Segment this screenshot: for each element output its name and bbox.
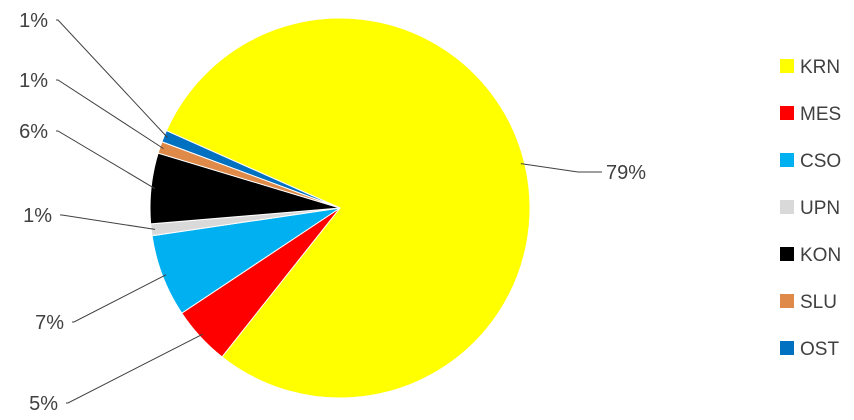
leader-line-ost bbox=[56, 19, 168, 138]
legend-label-mes: MES bbox=[800, 104, 841, 125]
leader-line-cso bbox=[72, 274, 167, 323]
legend-swatch-kon bbox=[780, 247, 794, 261]
leader-line-mes bbox=[66, 333, 204, 404]
leader-line-upn bbox=[60, 214, 156, 230]
legend-label-slu: SLU bbox=[800, 292, 837, 313]
leader-line-kon bbox=[56, 130, 156, 189]
data-label-ost: 1% bbox=[19, 10, 48, 32]
legend-label-kon: KON bbox=[800, 245, 841, 266]
legend-label-krn: KRN bbox=[800, 57, 840, 78]
legend-label-upn: UPN bbox=[800, 198, 840, 219]
legend-swatch-krn bbox=[780, 59, 794, 73]
data-labels: 79% 5% 7% 1% 6% 1% 1% bbox=[19, 10, 646, 415]
data-label-slu: 1% bbox=[19, 70, 48, 92]
pie-slice-krn bbox=[165, 17, 531, 399]
legend-swatch-slu bbox=[780, 294, 794, 308]
leader-line-krn bbox=[520, 163, 602, 173]
leader-line-slu bbox=[56, 79, 164, 150]
data-label-mes: 5% bbox=[29, 393, 58, 415]
leader-lines bbox=[56, 19, 602, 404]
legend-swatch-mes bbox=[780, 106, 794, 120]
pie-slices bbox=[149, 17, 531, 399]
legend: KRN MES CSO UPN KON SLU OST bbox=[780, 57, 841, 360]
pie-slice-ost bbox=[161, 130, 341, 209]
legend-label-cso: CSO bbox=[800, 151, 841, 172]
data-label-cso: 7% bbox=[35, 312, 64, 334]
legend-swatch-ost bbox=[780, 341, 794, 355]
legend-label-ost: OST bbox=[800, 339, 839, 360]
legend-swatch-cso bbox=[780, 153, 794, 167]
data-label-kon: 6% bbox=[19, 121, 48, 143]
data-label-upn: 1% bbox=[23, 205, 52, 227]
legend-swatch-upn bbox=[780, 200, 794, 214]
data-label-krn: 79% bbox=[606, 162, 646, 184]
